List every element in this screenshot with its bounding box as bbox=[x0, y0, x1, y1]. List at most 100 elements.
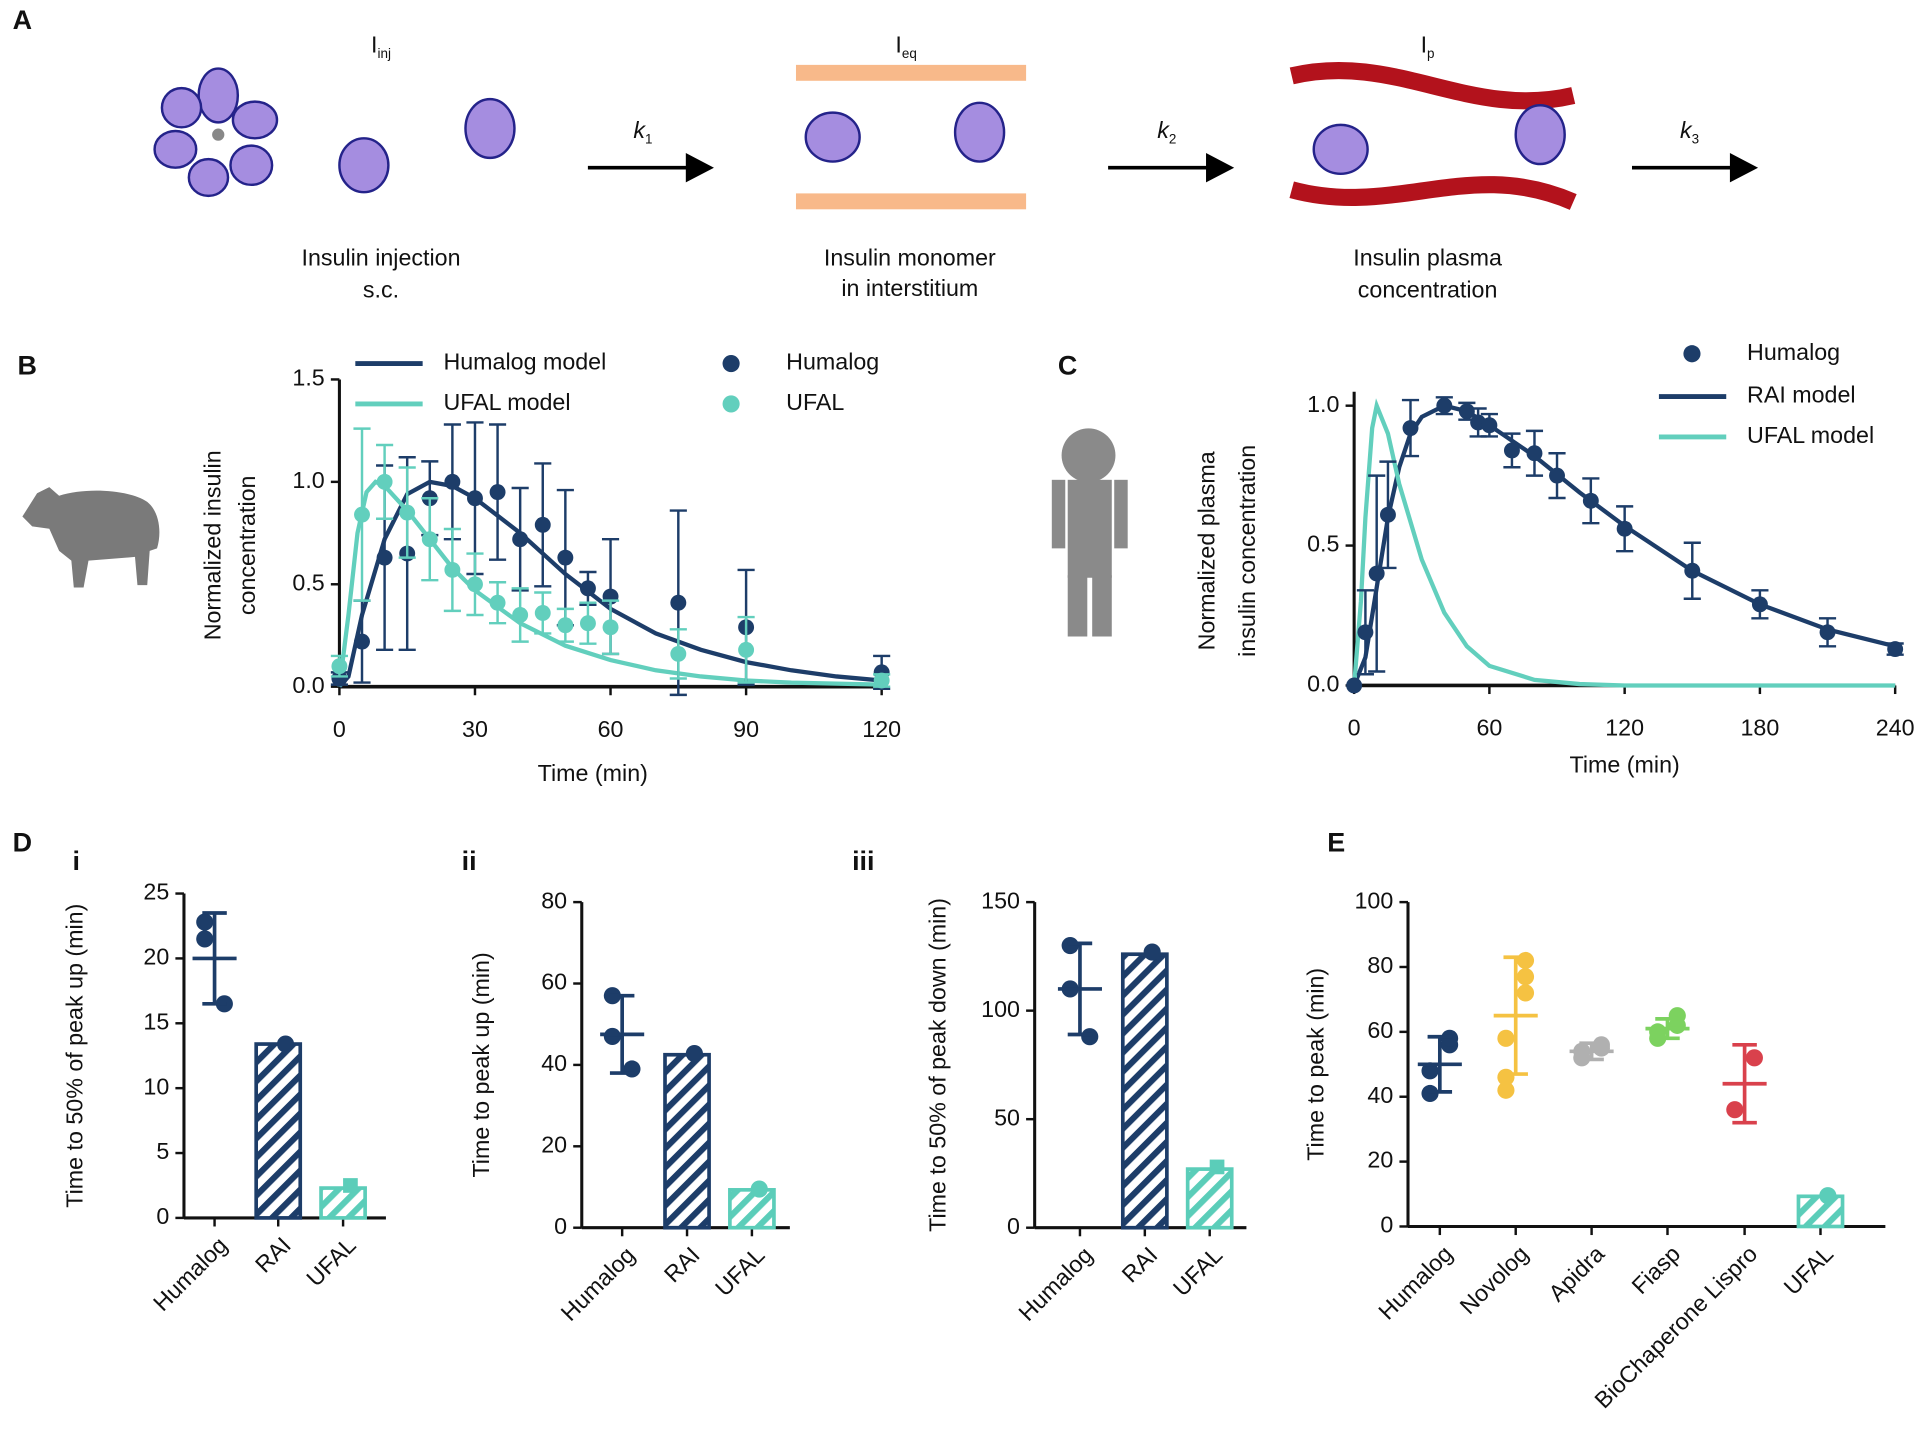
data-point bbox=[354, 633, 370, 650]
stage-label: Insulin plasma bbox=[1353, 245, 1502, 271]
data-point bbox=[1684, 562, 1701, 579]
y-tick-label: 0.0 bbox=[1307, 671, 1339, 697]
x-tick-label: 180 bbox=[1741, 715, 1780, 741]
y-axis-label: Time to 50% of peak down (min) bbox=[924, 898, 950, 1232]
bar bbox=[728, 1188, 776, 1230]
x-tick-label: Humalog bbox=[148, 1232, 232, 1316]
legend-label: UFAL model bbox=[443, 389, 570, 415]
stage-symbol: Ieq bbox=[895, 32, 916, 61]
data-point bbox=[1819, 1187, 1837, 1205]
x-tick-label: Apidra bbox=[1543, 1240, 1609, 1306]
x-tick-label: Humalog bbox=[1373, 1240, 1457, 1324]
x-tick-label: Humalog bbox=[556, 1242, 640, 1326]
panel-label: C bbox=[1058, 350, 1077, 380]
y-axis-label: Time to peak (min) bbox=[1303, 968, 1329, 1161]
data-point bbox=[670, 645, 687, 662]
y-tick-label: 100 bbox=[1355, 887, 1394, 913]
y-tick-label: 150 bbox=[981, 887, 1020, 913]
rate-constant: k2 bbox=[1157, 117, 1176, 146]
pig-icon bbox=[22, 487, 160, 588]
insulin-monomer bbox=[1514, 104, 1566, 166]
legend-label: RAI model bbox=[1747, 382, 1856, 408]
y-tick-label: 15 bbox=[143, 1008, 169, 1034]
insulin-monomer bbox=[804, 111, 861, 163]
y-tick-label: 0.5 bbox=[292, 569, 324, 595]
data-point bbox=[1421, 1062, 1439, 1080]
y-tick-label: 10 bbox=[143, 1073, 169, 1099]
data-point bbox=[1458, 403, 1475, 420]
data-point bbox=[1582, 492, 1599, 509]
rate-constant: k3 bbox=[1680, 117, 1699, 146]
data-point bbox=[1819, 624, 1836, 641]
data-point bbox=[444, 473, 461, 490]
vessel-wall bbox=[1289, 176, 1577, 210]
data-point bbox=[1726, 1101, 1744, 1119]
y-tick-label: 60 bbox=[541, 969, 567, 995]
person-icon bbox=[1051, 428, 1128, 637]
data-point bbox=[603, 1027, 621, 1045]
x-tick-label: 90 bbox=[733, 716, 759, 742]
legend-label: Humalog bbox=[786, 349, 879, 375]
y-tick-label: 20 bbox=[541, 1131, 567, 1157]
data-point bbox=[1616, 520, 1633, 537]
x-tick-label: RAI bbox=[659, 1242, 705, 1288]
y-axis-label: Time to 50% of peak up (min) bbox=[61, 904, 87, 1208]
y-tick-label: 1.5 bbox=[292, 365, 324, 391]
y-tick-label: 60 bbox=[1367, 1017, 1393, 1043]
data-point bbox=[376, 473, 393, 490]
legend-marker bbox=[1683, 345, 1701, 363]
x-tick-label: 60 bbox=[1476, 715, 1502, 741]
panel-label: B bbox=[17, 350, 36, 380]
stage-label: Insulin monomer bbox=[824, 245, 996, 271]
y-axis-label: concentration bbox=[234, 476, 260, 616]
x-tick-label: RAI bbox=[250, 1232, 296, 1278]
y-tick-label: 0 bbox=[156, 1203, 169, 1229]
y-tick-label: 0.5 bbox=[1307, 531, 1339, 557]
data-point bbox=[1497, 1029, 1515, 1047]
data-point bbox=[343, 1178, 358, 1193]
y-tick-label: 20 bbox=[143, 944, 169, 970]
legend-label: UFAL bbox=[786, 389, 844, 415]
x-tick-label: 120 bbox=[862, 716, 901, 742]
insulin-monomer bbox=[953, 101, 1006, 163]
data-point bbox=[1887, 641, 1904, 658]
data-point bbox=[1357, 624, 1374, 641]
data-point bbox=[489, 594, 506, 611]
y-tick-label: 40 bbox=[541, 1050, 567, 1076]
y-tick-label: 100 bbox=[981, 996, 1020, 1022]
legend-marker bbox=[722, 395, 740, 413]
data-point bbox=[1549, 467, 1565, 484]
data-point bbox=[1516, 951, 1535, 970]
data-point bbox=[1745, 1049, 1763, 1067]
data-point bbox=[579, 580, 596, 597]
y-tick-label: 1.0 bbox=[292, 467, 324, 493]
data-point bbox=[1436, 397, 1453, 414]
y-tick-label: 50 bbox=[994, 1104, 1020, 1130]
y-axis-label: Normalized insulin bbox=[200, 450, 226, 640]
insulin-hexamer bbox=[153, 67, 516, 198]
data-point bbox=[276, 1035, 295, 1053]
subpanel-label: i bbox=[73, 846, 80, 876]
insulin-monomer bbox=[1312, 123, 1369, 176]
data-point bbox=[489, 484, 506, 501]
x-tick-label: 30 bbox=[462, 716, 488, 742]
arrowheads bbox=[685, 153, 1759, 183]
data-point bbox=[602, 619, 619, 636]
data-point bbox=[196, 913, 214, 931]
data-point bbox=[1209, 1159, 1225, 1175]
data-point bbox=[512, 531, 529, 548]
rate-constant: k1 bbox=[633, 117, 652, 146]
vessel-wall bbox=[1289, 61, 1576, 110]
data-point bbox=[557, 549, 574, 566]
tissue-band bbox=[795, 64, 1027, 81]
x-axis-label: Time (min) bbox=[1570, 751, 1680, 777]
data-point bbox=[873, 672, 890, 689]
data-point bbox=[1402, 420, 1419, 437]
panel-label: D bbox=[13, 828, 32, 858]
data-point bbox=[444, 561, 461, 578]
y-tick-label: 0 bbox=[1007, 1213, 1020, 1239]
data-point bbox=[557, 617, 574, 634]
stage-label: s.c. bbox=[363, 276, 399, 302]
data-point bbox=[750, 1180, 768, 1198]
data-point bbox=[1526, 445, 1543, 462]
